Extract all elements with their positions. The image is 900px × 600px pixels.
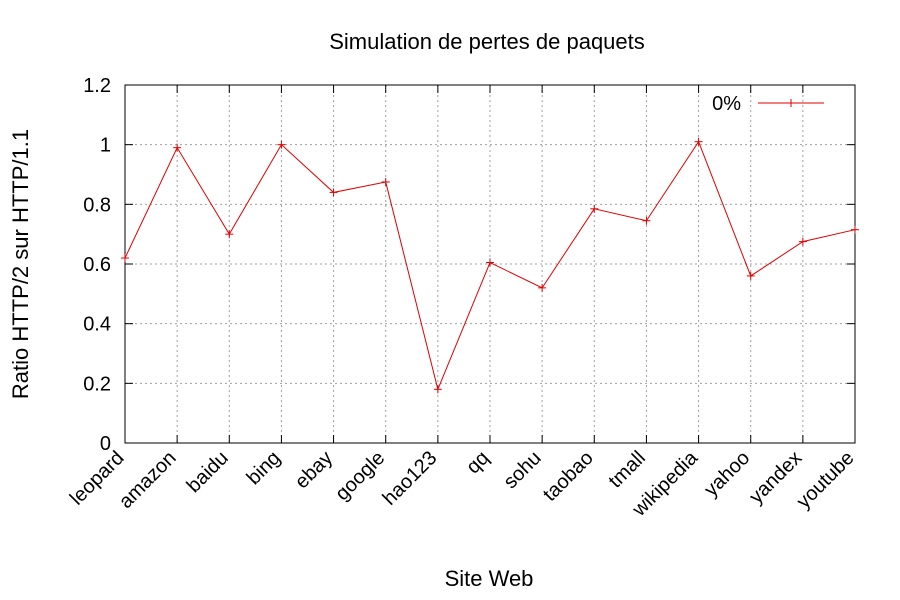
data-point <box>486 258 494 267</box>
y-axis: 0 0.2 0.4 0.6 0.8 1 1.2 <box>83 75 855 455</box>
data-point <box>381 177 390 186</box>
y-tick-label: 0.6 <box>83 254 111 276</box>
x-tick-label: youtube <box>793 447 859 513</box>
x-tick-label: baidu <box>183 447 233 497</box>
y-tick-label: 1 <box>100 135 111 157</box>
legend: 0% <box>712 93 824 115</box>
y-axis-label: Ratio HTTP/2 sur HTTP/1.1 <box>8 129 33 399</box>
data-point <box>590 204 599 213</box>
data-point <box>173 143 182 152</box>
x-tick-label: tmall <box>605 447 650 492</box>
data-point <box>277 140 286 149</box>
x-tick-label: qq <box>462 447 493 478</box>
y-tick-label: 1.2 <box>83 75 111 97</box>
data-point <box>329 188 338 197</box>
x-tick-label: hao123 <box>379 447 442 510</box>
x-axis-label: Site Web <box>445 566 534 591</box>
data-point <box>433 385 442 394</box>
legend-label: 0% <box>712 93 741 115</box>
data-point <box>538 283 547 292</box>
data-point <box>121 254 129 263</box>
y-tick-label: 0.2 <box>83 373 111 395</box>
x-tick-label: bing <box>243 447 285 489</box>
data-point <box>798 237 807 246</box>
y-tick-label: 0.4 <box>83 314 111 336</box>
data-point <box>694 137 703 146</box>
legend-marker <box>787 99 795 107</box>
y-tick-label: 0 <box>100 433 111 455</box>
data-point <box>642 216 651 225</box>
data-point <box>746 271 755 280</box>
x-tick-label: taobao <box>539 447 598 506</box>
x-tick-label: ebay <box>291 447 337 493</box>
x-tick-label: sohu <box>499 447 545 493</box>
data-point <box>851 225 859 234</box>
series-layer <box>121 137 859 394</box>
y-tick-label: 0.8 <box>83 194 111 216</box>
data-point <box>225 230 234 239</box>
x-tick-label: amazon <box>115 447 181 513</box>
chart-title: Simulation de pertes de paquets <box>329 29 645 54</box>
